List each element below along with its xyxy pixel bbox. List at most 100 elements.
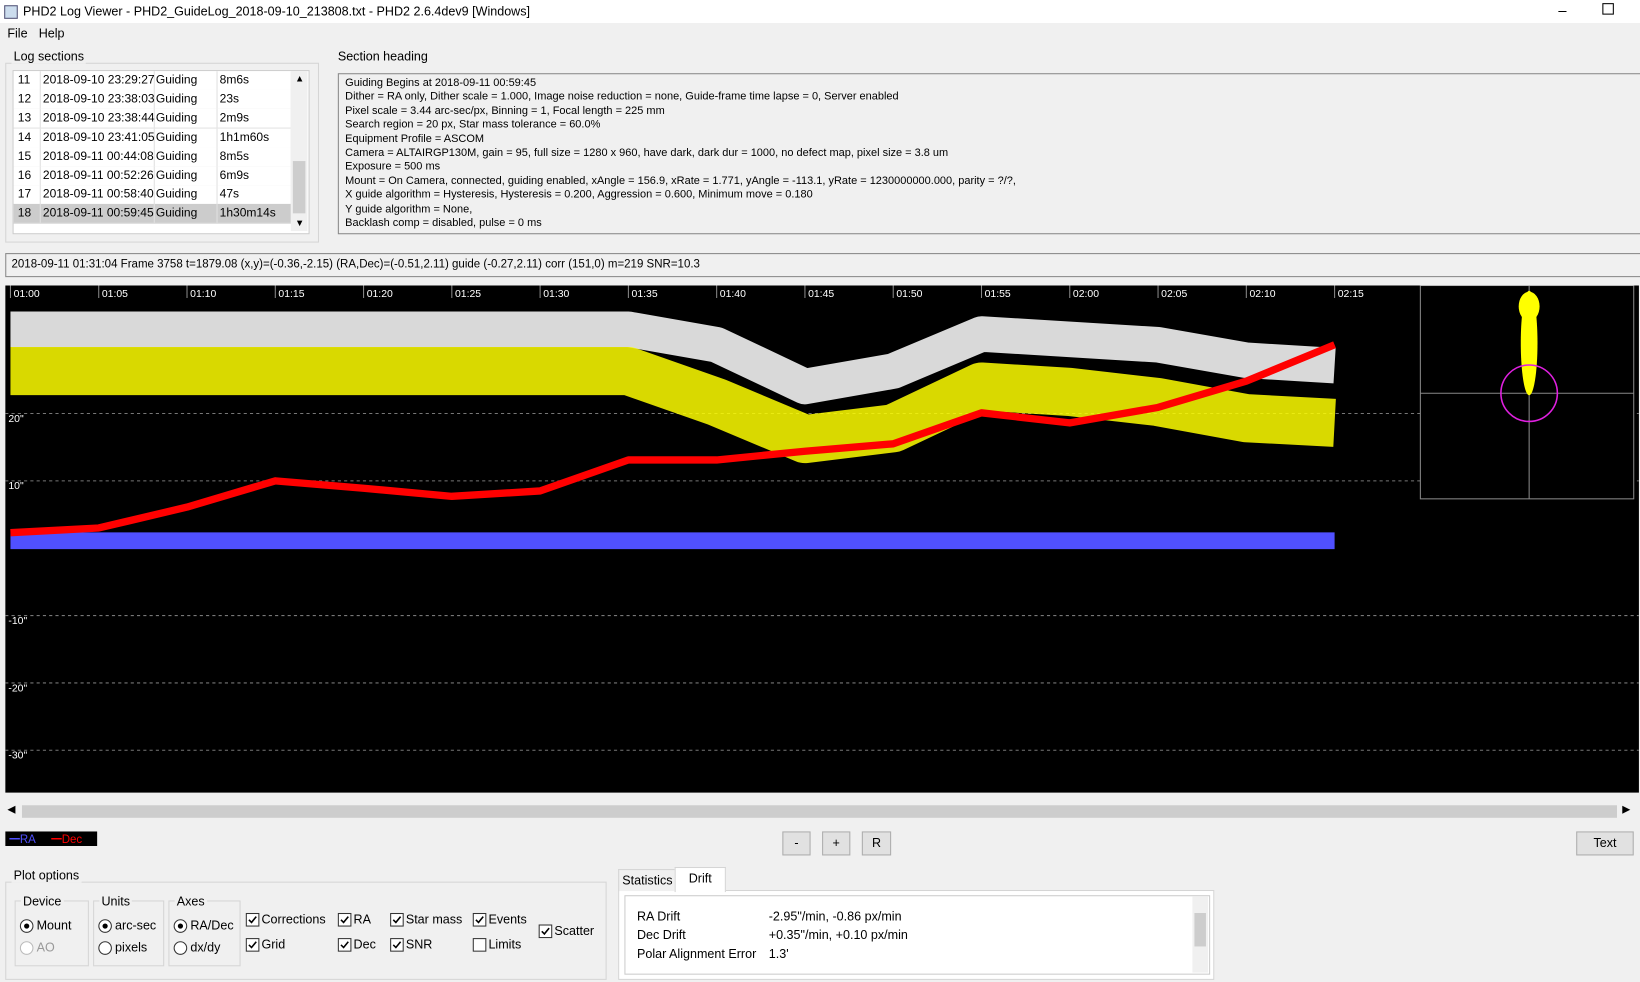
log-row[interactable]: 11 2018-09-10 23:29:27 Guiding 8m6s: [13, 71, 292, 91]
stat-label: Polar Alignment Error: [636, 946, 757, 962]
checkbox[interactable]: [337, 938, 352, 952]
check-mark: [340, 941, 349, 949]
log-cell: 2018-09-10 23:29:27: [42, 74, 155, 87]
check-mark: [340, 916, 349, 924]
column-separator: [39, 204, 41, 224]
checkbox[interactable]: [390, 912, 404, 927]
column-separator: [153, 166, 155, 186]
log-row[interactable]: 12 2018-09-10 23:38:03 Guiding 23s: [13, 90, 292, 111]
stats-scrollbar[interactable]: [1192, 896, 1209, 973]
series-line: [10, 346, 1336, 464]
scroll-thumb[interactable]: [1194, 912, 1206, 947]
checkbox[interactable]: [472, 912, 487, 927]
log-row[interactable]: 16 2018-09-11 00:52:26 Guiding 6m9s: [13, 166, 292, 187]
tab[interactable]: Drift: [674, 866, 726, 893]
log-cell: 6m9s: [219, 169, 250, 182]
radio-button: [19, 941, 34, 955]
x-tick-label: 01:05: [102, 289, 128, 300]
graph-scrollbar[interactable]: ◀ ▶: [5, 803, 1635, 820]
option-group: [168, 900, 241, 967]
group-label: Axes: [174, 894, 207, 909]
x-tick-label: 01:25: [455, 289, 481, 300]
log-row[interactable]: 15 2018-09-11 00:44:08 Guiding 8m5s: [13, 147, 292, 168]
zoom-in-button[interactable]: +: [822, 831, 851, 856]
radio-label: pixels: [115, 940, 148, 955]
column-separator: [153, 204, 155, 224]
scroll-right[interactable]: ▶: [1622, 804, 1631, 816]
radio-label: AO: [36, 940, 55, 955]
scatter-points: [1518, 291, 1540, 322]
column-separator: [216, 109, 218, 128]
checkbox[interactable]: [538, 924, 553, 939]
check-mark: [541, 927, 550, 936]
tab[interactable]: Statistics: [618, 869, 677, 892]
option-group: [93, 900, 165, 967]
log-row[interactable]: 14 2018-09-10 23:41:05 Guiding 1h1m60s: [13, 128, 292, 149]
checkbox-label: Scatter: [554, 923, 595, 939]
log-cell: 2018-09-11 00:58:40: [42, 188, 154, 201]
minimize-button[interactable]: –: [1558, 2, 1567, 19]
scroll-left[interactable]: ◀: [7, 804, 16, 816]
log-row[interactable]: 17 2018-09-11 00:58:40 Guiding 47s: [13, 185, 292, 206]
heading-line: Exposure = 500 ms: [345, 160, 441, 173]
log-cell: 1h30m14s: [219, 207, 276, 221]
stat-label: RA Drift: [636, 908, 681, 924]
column-separator: [153, 90, 155, 109]
legend-label: RA: [20, 834, 36, 846]
log-cell: 2018-09-10 23:41:05: [42, 131, 155, 144]
guide-graph: 20" 10" -10" -20" -30" 01:00 01:05 01:10 01:15 01…: [5, 285, 1639, 793]
menu-item[interactable]: File: [7, 26, 28, 41]
x-tick-label: 01:30: [543, 289, 569, 300]
log-cell: 8m6s: [219, 74, 250, 87]
stat-value: -2.95"/min, -0.86 px/min: [768, 908, 902, 924]
log-cell: 2018-09-11 00:59:45: [42, 207, 154, 221]
checkbox[interactable]: [472, 938, 487, 952]
y-tick-label: 10": [8, 481, 24, 492]
heading-line: Camera = ALTAIRGP130M, gain = 95, full s…: [345, 146, 949, 159]
column-separator: [39, 109, 41, 128]
zoom-out-button[interactable]: -: [782, 831, 811, 856]
checkbox[interactable]: [245, 912, 260, 927]
column-separator: [39, 90, 41, 109]
column-separator: [216, 204, 218, 224]
option-group: [14, 900, 89, 967]
x-tick-label: 01:15: [278, 289, 304, 300]
scatter-inset: [1419, 285, 1635, 500]
status-text: 2018-09-11 01:31:04 Frame 3758 t=1879.08…: [11, 258, 700, 271]
log-cell: 15: [17, 150, 32, 163]
checkbox[interactable]: [390, 938, 404, 952]
log-row[interactable]: 13 2018-09-10 23:38:44 Guiding 2m9s: [13, 109, 292, 130]
heading-line: Dither = RA only, Dither scale = 1.000, …: [345, 90, 899, 103]
y-tick-label: 20": [8, 414, 24, 425]
reset-button[interactable]: R: [861, 831, 892, 856]
log-cell: Guiding: [155, 112, 198, 125]
x-tick-label: 01:10: [190, 289, 216, 300]
target-circle: [1500, 364, 1559, 423]
log-row[interactable]: 18 2018-09-11 00:59:45 Guiding 1h30m14s: [13, 204, 292, 225]
menu-item[interactable]: Help: [38, 26, 65, 41]
radio-button[interactable]: [98, 919, 112, 933]
list-scrollbar[interactable]: ▲ ▼: [290, 71, 308, 232]
scroll-thumb[interactable]: [292, 161, 306, 214]
radio-button[interactable]: [173, 941, 188, 955]
restore-button[interactable]: [1602, 3, 1614, 15]
radio-button[interactable]: [19, 919, 34, 933]
checkbox[interactable]: [245, 938, 260, 952]
log-cell: 2018-09-10 23:38:03: [42, 93, 155, 106]
checkbox[interactable]: [337, 912, 352, 927]
text-button[interactable]: Text: [1576, 831, 1634, 856]
x-tick-label: 01:35: [632, 289, 658, 300]
log-cell: 17: [17, 188, 32, 201]
log-cell: 18: [17, 207, 32, 221]
heading-line: X guide algorithm = Hysteresis, Hysteres…: [345, 188, 813, 201]
scroll-thumb[interactable]: [21, 805, 1617, 818]
radio-button[interactable]: [98, 941, 112, 955]
radio-button[interactable]: [173, 919, 188, 933]
scroll-down[interactable]: ▼: [294, 217, 305, 228]
log-cell: 23s: [219, 93, 240, 106]
log-cell: Guiding: [155, 93, 198, 106]
heading-line: Mount = On Camera, connected, guiding en…: [345, 174, 1016, 187]
scroll-up[interactable]: ▲: [294, 73, 305, 84]
radio-dot: [177, 923, 184, 929]
